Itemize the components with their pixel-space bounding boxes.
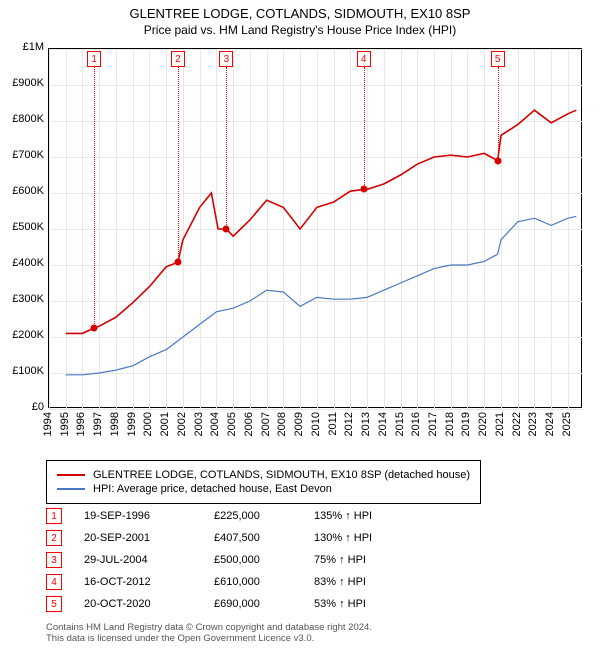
x-tick-label: 2014 — [377, 412, 389, 436]
event-price: £690,000 — [214, 598, 314, 610]
annotation-marker: 2 — [171, 51, 185, 67]
chart-title: GLENTREE LODGE, COTLANDS, SIDMOUTH, EX10… — [0, 0, 600, 21]
x-tick-label: 2011 — [327, 412, 339, 436]
annotation-line — [178, 67, 179, 262]
y-tick-label: £0 — [0, 401, 44, 413]
x-tick-label: 2015 — [394, 412, 406, 436]
x-tick-label: 2021 — [494, 412, 506, 436]
event-number: 5 — [46, 596, 62, 612]
x-tick-label: 2002 — [176, 412, 188, 436]
y-tick-label: £800K — [0, 113, 44, 125]
legend-swatch — [57, 474, 85, 476]
event-date: 16-OCT-2012 — [84, 576, 214, 588]
events-table: 1 19-SEP-1996£225,000135% ↑ HPI 2 20-SEP-20… — [46, 505, 404, 615]
y-tick-label: £200K — [0, 329, 44, 341]
x-tick-label: 2024 — [544, 412, 556, 436]
event-pct-vs-hpi: 130% ↑ HPI — [314, 532, 404, 544]
x-tick-label: 1998 — [109, 412, 121, 436]
event-row: 3 29-JUL-2004£500,00075% ↑ HPI — [46, 549, 404, 571]
x-tick-label: 2025 — [561, 412, 573, 436]
x-tick-label: 2004 — [209, 412, 221, 436]
x-tick-label: 2008 — [276, 412, 288, 436]
x-tick-label: 2003 — [193, 412, 205, 436]
event-row: 1 19-SEP-1996£225,000135% ↑ HPI — [46, 505, 404, 527]
event-date: 29-JUL-2004 — [84, 554, 214, 566]
footer-attribution: Contains HM Land Registry data © Crown c… — [46, 622, 372, 644]
event-date: 20-OCT-2020 — [84, 598, 214, 610]
annotation-marker: 3 — [219, 51, 233, 67]
annotation-line — [364, 67, 365, 189]
sale-point-dot — [223, 226, 230, 233]
x-tick-label: 2001 — [159, 412, 171, 436]
x-tick-label: 1994 — [42, 412, 54, 436]
sale-point-dot — [494, 157, 501, 164]
annotation-line — [94, 67, 95, 328]
x-tick-label: 1997 — [92, 412, 104, 436]
y-tick-label: £1M — [0, 41, 44, 53]
event-number: 3 — [46, 552, 62, 568]
x-tick-label: 2020 — [477, 412, 489, 436]
y-tick-label: £900K — [0, 77, 44, 89]
y-tick-label: £100K — [0, 365, 44, 377]
event-date: 20-SEP-2001 — [84, 532, 214, 544]
event-price: £500,000 — [214, 554, 314, 566]
y-tick-label: £700K — [0, 149, 44, 161]
annotation-line — [226, 67, 227, 229]
event-row: 4 16-OCT-2012£610,00083% ↑ HPI — [46, 571, 404, 593]
event-price: £610,000 — [214, 576, 314, 588]
x-tick-label: 2012 — [343, 412, 355, 436]
y-tick-label: £400K — [0, 257, 44, 269]
x-tick-label: 2016 — [410, 412, 422, 436]
event-pct-vs-hpi: 75% ↑ HPI — [314, 554, 404, 566]
y-tick-label: £300K — [0, 293, 44, 305]
legend-item: GLENTREE LODGE, COTLANDS, SIDMOUTH, EX10… — [57, 469, 470, 481]
legend-item: HPI: Average price, detached house, East… — [57, 483, 470, 495]
x-tick-label: 2023 — [527, 412, 539, 436]
annotation-line — [498, 67, 499, 161]
x-tick-label: 2022 — [511, 412, 523, 436]
x-tick-label: 2006 — [243, 412, 255, 436]
footer-line-2: This data is licensed under the Open Gov… — [46, 633, 372, 644]
annotation-marker: 4 — [357, 51, 371, 67]
event-number: 4 — [46, 574, 62, 590]
legend: GLENTREE LODGE, COTLANDS, SIDMOUTH, EX10… — [46, 460, 481, 504]
x-tick-label: 2019 — [460, 412, 472, 436]
annotation-marker: 5 — [491, 51, 505, 67]
event-pct-vs-hpi: 83% ↑ HPI — [314, 576, 404, 588]
x-tick-label: 2000 — [142, 412, 154, 436]
event-number: 1 — [46, 508, 62, 524]
x-tick-label: 1996 — [75, 412, 87, 436]
chart-plot-area: 1 2 3 4 5 — [48, 48, 582, 408]
sale-point-dot — [91, 325, 98, 332]
y-tick-label: £600K — [0, 185, 44, 197]
event-row: 2 20-SEP-2001£407,500130% ↑ HPI — [46, 527, 404, 549]
x-tick-label: 2007 — [260, 412, 272, 436]
event-price: £225,000 — [214, 510, 314, 522]
annotation-marker: 1 — [87, 51, 101, 67]
x-tick-label: 2009 — [293, 412, 305, 436]
chart-subtitle: Price paid vs. HM Land Registry's House … — [0, 21, 600, 41]
x-tick-label: 1999 — [126, 412, 138, 436]
sale-point-dot — [360, 186, 367, 193]
sale-point-dot — [174, 259, 181, 266]
y-tick-label: £500K — [0, 221, 44, 233]
legend-swatch — [57, 488, 85, 490]
event-number: 2 — [46, 530, 62, 546]
event-date: 19-SEP-1996 — [84, 510, 214, 522]
series-hpi — [66, 216, 577, 374]
series-property — [66, 110, 577, 333]
x-tick-label: 2013 — [360, 412, 372, 436]
x-tick-label: 2018 — [444, 412, 456, 436]
x-tick-label: 2010 — [310, 412, 322, 436]
x-tick-label: 1995 — [59, 412, 71, 436]
legend-label: GLENTREE LODGE, COTLANDS, SIDMOUTH, EX10… — [93, 469, 470, 481]
event-row: 5 20-OCT-2020£690,00053% ↑ HPI — [46, 593, 404, 615]
legend-label: HPI: Average price, detached house, East… — [93, 483, 332, 495]
event-price: £407,500 — [214, 532, 314, 544]
x-tick-label: 2005 — [226, 412, 238, 436]
event-pct-vs-hpi: 135% ↑ HPI — [314, 510, 404, 522]
footer-line-1: Contains HM Land Registry data © Crown c… — [46, 622, 372, 633]
x-tick-label: 2017 — [427, 412, 439, 436]
event-pct-vs-hpi: 53% ↑ HPI — [314, 598, 404, 610]
